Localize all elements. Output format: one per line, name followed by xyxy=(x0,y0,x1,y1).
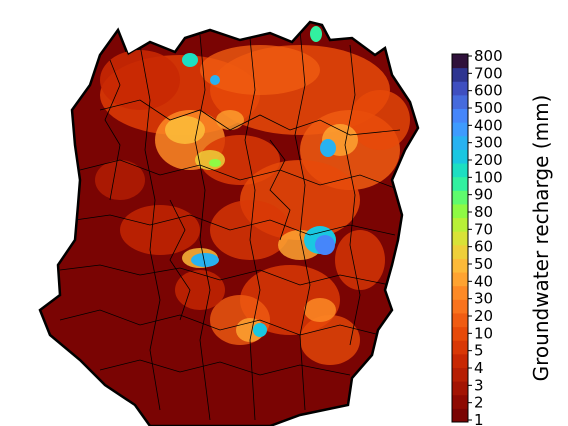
colorbar-tick-label: 200 xyxy=(474,151,503,169)
colorbar-tick-label: 700 xyxy=(474,64,503,82)
colorbar-tick-label: 90 xyxy=(474,186,493,204)
colorbar-segment xyxy=(452,108,468,123)
colorbar-segment xyxy=(452,231,468,246)
colorbar-segment xyxy=(452,135,468,150)
colorbar-segment xyxy=(452,122,468,137)
colorbar: 1234510203040506070809010020030040050060… xyxy=(451,47,553,426)
colorbar-segment xyxy=(452,176,468,191)
colorbar-tick-label: 50 xyxy=(474,255,493,273)
colorbar-segment xyxy=(452,244,468,259)
colorbar-tick-label: 100 xyxy=(474,168,503,186)
colorbar-tick-label: 2 xyxy=(474,394,484,412)
colorbar-segment xyxy=(452,94,468,110)
colorbar-segment xyxy=(452,381,468,396)
colorbar-segment xyxy=(452,299,468,314)
colorbar-tick-label: 4 xyxy=(474,359,484,377)
colorbar-segment xyxy=(452,67,468,82)
colorbar-segment xyxy=(452,285,468,300)
colorbar-segment xyxy=(452,54,468,69)
colorbar-tick-label: 30 xyxy=(474,290,493,308)
colorbar-segment xyxy=(452,326,468,341)
colorbar-tick-label: 40 xyxy=(474,272,493,290)
colorbar-tick-label: 800 xyxy=(474,47,503,65)
recharge-map xyxy=(38,20,420,426)
colorbar-segment xyxy=(452,272,468,287)
colorbar-tick-label: 3 xyxy=(474,376,484,394)
colorbar-title: Groundwater recharge (mm) xyxy=(529,95,553,382)
colorbar-tick-label: 1 xyxy=(474,411,484,426)
colorbar-tick-label: 10 xyxy=(474,324,493,342)
colorbar-tick-label: 600 xyxy=(474,82,503,100)
colorbar-frame xyxy=(451,53,469,423)
colorbar-segment xyxy=(452,81,468,96)
colorbar-segment xyxy=(452,203,468,219)
colorbar-segment xyxy=(452,258,468,273)
colorbar-tick-label: 500 xyxy=(474,99,503,117)
colorbar-tick-label: 20 xyxy=(474,307,493,325)
colorbar-tick-label: 60 xyxy=(474,238,493,256)
colorbar-segment xyxy=(452,353,468,368)
colorbar-segment xyxy=(452,408,468,423)
colorbar-segment xyxy=(452,312,468,328)
colorbar-tick-label: 80 xyxy=(474,203,493,221)
recharge-patches xyxy=(95,26,410,365)
colorbar-tick-label: 400 xyxy=(474,116,503,134)
colorbar-segment xyxy=(452,149,468,164)
colorbar-tick-label: 70 xyxy=(474,220,493,238)
colorbar-segment xyxy=(452,163,468,178)
colorbar-tick-label: 5 xyxy=(474,342,484,360)
colorbar-segment xyxy=(452,394,468,409)
colorbar-segment xyxy=(452,340,468,355)
colorbar-tick-label: 300 xyxy=(474,134,503,152)
colorbar-segment xyxy=(452,190,468,205)
colorbar-segment xyxy=(452,217,468,232)
district-borders xyxy=(59,29,401,421)
colorbar-segment xyxy=(452,367,468,382)
